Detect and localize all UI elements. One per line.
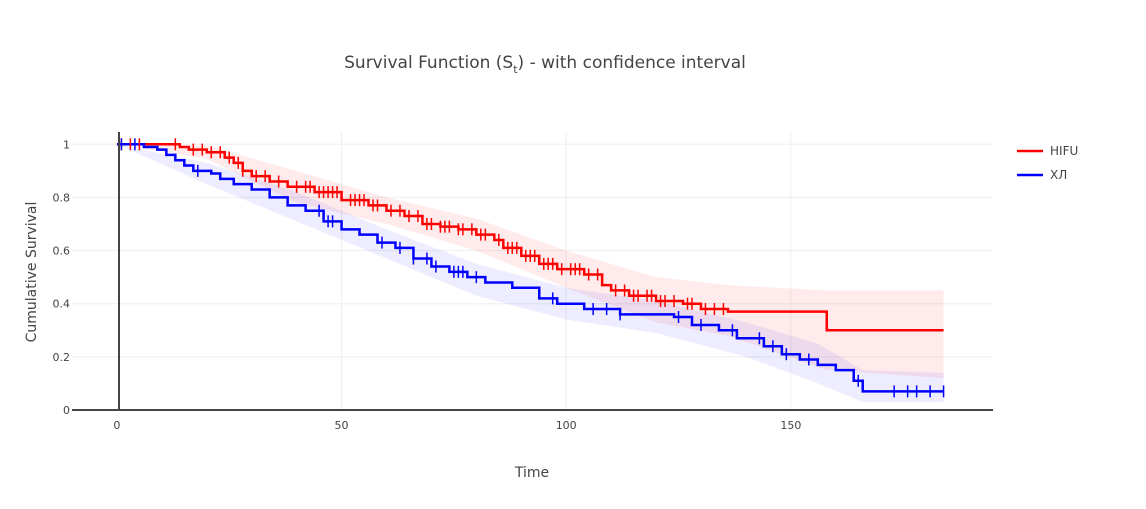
legend-label: HIFU: [1050, 144, 1078, 158]
chart-title-main: Survival Function (S: [344, 53, 513, 73]
y-tick-label: 0.4: [53, 298, 71, 311]
survival-line-2[interactable]: [116, 143, 944, 393]
y-tick-label: 0.6: [53, 245, 71, 258]
x-tick-label: 0: [113, 419, 120, 432]
legend-label: ХЛ: [1050, 168, 1067, 182]
grid-lines: [72, 131, 993, 410]
legend-item-1[interactable]: HIFU: [1017, 144, 1078, 158]
y-tick-label: 0.2: [53, 351, 71, 364]
x-tick-label: 150: [780, 419, 801, 432]
chart-title-suffix: ) - with confidence interval: [518, 53, 746, 73]
legend[interactable]: HIFU ХЛ: [1017, 144, 1078, 182]
y-axis-label: Cumulative Survival: [24, 202, 40, 343]
y-tick-labels: 0 0.2 0.4 0.6 0.8 1: [53, 138, 71, 417]
y-tick-label: 0: [63, 404, 70, 417]
x-axis-label: Time: [514, 465, 549, 481]
legend-item-2[interactable]: ХЛ: [1017, 168, 1067, 182]
chart-title: Survival Function (St) - with confidence…: [344, 53, 746, 76]
x-tick-labels: 0 50 100 150: [113, 419, 801, 432]
y-tick-label: 0.8: [53, 191, 71, 204]
x-tick-label: 100: [556, 419, 577, 432]
x-tick-label: 50: [335, 419, 349, 432]
censor-marks: [120, 138, 945, 398]
y-tick-label: 1: [63, 138, 70, 151]
chart-title-subscript: t: [513, 63, 518, 76]
